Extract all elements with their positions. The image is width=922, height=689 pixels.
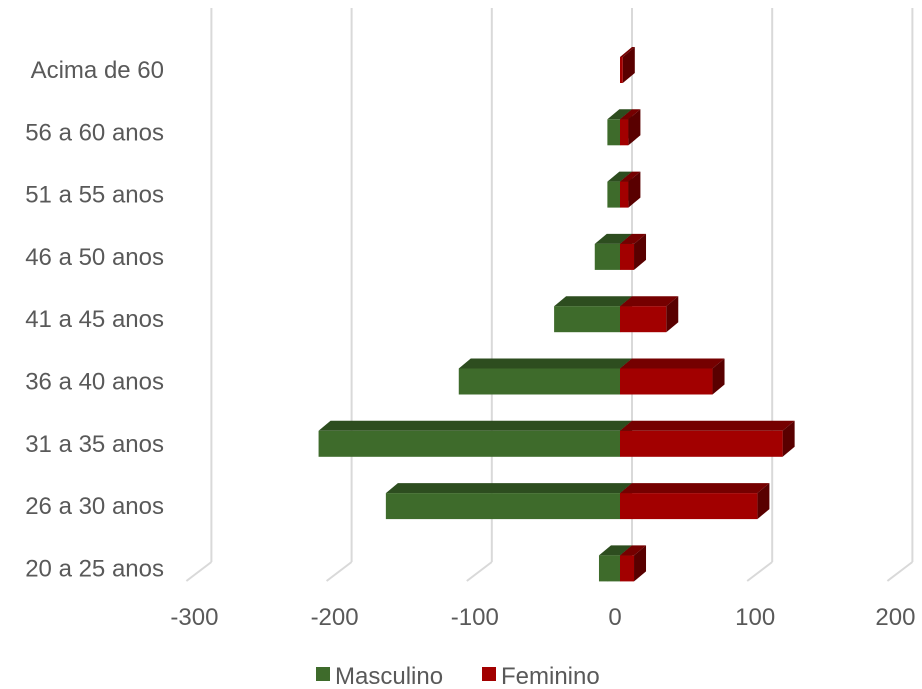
bar-feminino-36-a-40-anos xyxy=(620,358,725,395)
category-label-acima-de-60: Acima de 60 xyxy=(31,57,164,84)
bar-feminino-51-a-55-anos xyxy=(620,171,641,208)
category-label-31-a-35-anos: 31 a 35 anos xyxy=(25,431,164,458)
bar-feminino-46-a-50-anos xyxy=(620,233,647,270)
category-label-56-a-60-anos: 56 a 60 anos xyxy=(25,119,164,146)
category-label-41-a-45-anos: 41 a 45 anos xyxy=(25,306,164,333)
category-label-36-a-40-anos: 36 a 40 anos xyxy=(25,369,164,396)
x-tick-label-1: -200 xyxy=(311,604,359,631)
legend-label-feminino: Feminino xyxy=(501,663,600,689)
bar-feminino-20-a-25-anos xyxy=(620,545,647,582)
bar-masculino-26-a-30-anos xyxy=(385,483,632,520)
x-axis-tick-labels: -300 -200 -100 0 100 200 xyxy=(170,604,915,631)
category-label-51-a-55-anos: 51 a 55 anos xyxy=(25,182,164,209)
gridlines xyxy=(185,8,914,582)
gridline-floor-1 xyxy=(325,561,353,582)
bar-feminino-41-a-45-anos xyxy=(620,296,679,333)
category-label-26-a-30-anos: 26 a 30 anos xyxy=(25,493,164,520)
x-tick-label-3: 0 xyxy=(608,604,621,631)
bar-feminino-31-a-35-anos xyxy=(620,420,795,457)
gridline-floor-5 xyxy=(886,561,914,582)
gridline-floor-0 xyxy=(185,561,213,582)
x-tick-label-4: 100 xyxy=(735,604,775,631)
bar-feminino-acima-de-60 xyxy=(620,47,635,83)
legend: Masculino Feminino xyxy=(316,663,600,689)
bar-feminino-26-a-30-anos xyxy=(620,483,770,520)
legend-swatch-masculino xyxy=(316,667,330,681)
legend-swatch-feminino xyxy=(482,667,496,681)
gridline-floor-2 xyxy=(466,561,493,582)
bar-feminino-56-a-60-anos xyxy=(620,109,641,146)
category-label-20-a-25-anos: 20 a 25 anos xyxy=(25,555,164,582)
gridline-floor-4 xyxy=(746,561,773,582)
x-tick-label-5: 200 xyxy=(875,604,915,631)
bars xyxy=(318,47,795,582)
category-label-46-a-50-anos: 46 a 50 anos xyxy=(25,244,164,271)
x-tick-label-2: -100 xyxy=(451,604,499,631)
x-tick-label-0: -300 xyxy=(170,604,218,631)
category-labels: 20 a 25 anos 26 a 30 anos 31 a 35 anos 36 a… xyxy=(25,57,164,582)
bar-masculino-31-a-35-anos xyxy=(318,420,632,457)
bar-masculino-36-a-40-anos xyxy=(458,358,632,395)
legend-label-masculino: Masculino xyxy=(335,663,443,689)
